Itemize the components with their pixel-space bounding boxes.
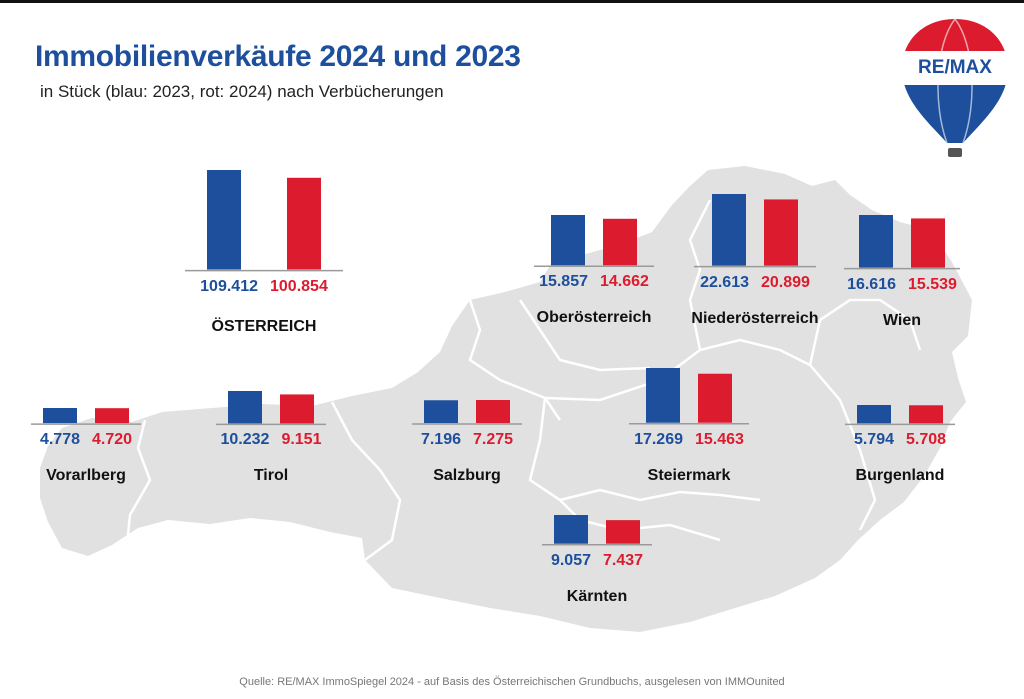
page-subtitle: in Stück (blau: 2023, rot: 2024) nach Ve… (40, 82, 444, 101)
value-label-2023: 9.057 (550, 551, 591, 569)
region-group: 10.232 9.151 Tirol (161, 390, 381, 485)
austria-outline (40, 166, 972, 632)
bar-2023 (424, 400, 458, 423)
value-label-2024: 100.854 (270, 277, 328, 295)
region-group: 109.412 100.854 ÖSTERREICH (154, 170, 374, 336)
value-label-2023: 109.412 (200, 277, 258, 295)
region-name: Wien (882, 311, 922, 329)
bar-2024 (909, 404, 943, 423)
value-label-2024: 14.662 (600, 272, 649, 290)
value-label-2024: 15.463 (695, 430, 744, 448)
region-name: Steiermark (647, 466, 731, 484)
bar-2023 (43, 407, 77, 423)
bar-2024 (698, 373, 732, 423)
region-group: 5.794 5.708 Burgenland (790, 404, 1010, 485)
value-labels: 17.269 15.463 (579, 431, 799, 449)
value-label-2023: 22.613 (700, 273, 749, 291)
region-group: 17.269 15.463 Steiermark (579, 368, 799, 485)
region-group: 22.613 20.899 Niederösterreich (645, 194, 865, 328)
bar-2023 (712, 194, 746, 266)
bar-2024 (280, 393, 314, 423)
value-label-2023: 7.196 (420, 430, 461, 448)
region-name: Tirol (253, 466, 289, 484)
bar-2024 (95, 408, 129, 423)
bar-2023 (207, 170, 241, 270)
region-name: Vorarlberg (46, 466, 126, 484)
region-name: Oberösterreich (536, 308, 652, 326)
value-label-2024: 9.151 (281, 430, 322, 448)
bar-2024 (476, 399, 510, 423)
source-note: Quelle: RE/MAX ImmoSpiegel 2024 - auf Ba… (239, 676, 785, 688)
balloon-basket (948, 148, 962, 157)
top-rule (0, 0, 1024, 3)
bar-2023 (859, 215, 893, 268)
value-labels: 9.057 7.437 (487, 552, 707, 570)
value-label-2023: 10.232 (220, 430, 270, 448)
value-labels: 22.613 20.899 (645, 274, 865, 292)
value-labels: 7.196 7.275 (357, 431, 577, 449)
bar-2024 (606, 520, 640, 544)
value-labels: 16.616 15.539 (792, 276, 1012, 294)
value-label-2024: 7.275 (473, 430, 514, 448)
region-name: Burgenland (855, 466, 945, 484)
region-group: 15.857 14.662 Oberösterreich (484, 214, 704, 327)
value-label-2023: 17.269 (634, 430, 683, 448)
remax-balloon-logo: RE/MAX (902, 19, 1008, 157)
region-bars (31, 407, 141, 425)
value-label-2024: 15.539 (908, 275, 957, 293)
value-label-2024: 5.708 (906, 430, 947, 448)
value-labels: 10.232 9.151 (161, 431, 381, 449)
value-labels: 4.778 4.720 (0, 431, 196, 449)
region-name: Salzburg (433, 466, 501, 484)
region-group: 16.616 15.539 Wien (792, 215, 1012, 330)
bar-2023 (554, 515, 588, 544)
value-labels: 109.412 100.854 (154, 278, 374, 296)
value-label-2023: 5.794 (853, 430, 894, 448)
region-bars (844, 215, 960, 270)
value-label-2023: 16.616 (847, 275, 896, 293)
region-name: Niederösterreich (691, 309, 819, 327)
value-labels: 15.857 14.662 (484, 273, 704, 291)
logo-wordmark: RE/MAX (918, 57, 992, 78)
region-bars (694, 194, 816, 268)
region-bars (629, 368, 749, 425)
bar-2024 (287, 178, 321, 270)
value-label-2024: 7.437 (603, 551, 644, 569)
region-bars (534, 214, 654, 267)
region-bars (216, 390, 326, 425)
bar-2024 (603, 218, 637, 265)
region-group: 9.057 7.437 Kärnten (487, 515, 707, 606)
bar-2023 (857, 404, 891, 423)
bar-2023 (228, 390, 262, 423)
value-label-2023: 15.857 (539, 272, 588, 290)
value-label-2023: 4.778 (39, 430, 80, 448)
bar-2023 (646, 368, 680, 423)
region-group: 7.196 7.275 Salzburg (357, 399, 577, 485)
region-bars (412, 399, 522, 425)
region-name: ÖSTERREICH (211, 317, 317, 335)
value-label-2024: 20.899 (761, 273, 810, 291)
region-bars (845, 404, 955, 425)
page-title: Immobilienverkäufe 2024 und 2023 (35, 40, 521, 73)
bar-2024 (911, 218, 945, 268)
region-group: 4.778 4.720 Vorarlberg (0, 407, 196, 485)
bar-2023 (551, 214, 585, 265)
region-name: Kärnten (566, 587, 628, 605)
region-bars (542, 515, 652, 546)
value-labels: 5.794 5.708 (790, 431, 1010, 449)
region-bars (185, 170, 343, 272)
bar-2024 (764, 199, 798, 266)
value-label-2024: 4.720 (92, 430, 133, 448)
